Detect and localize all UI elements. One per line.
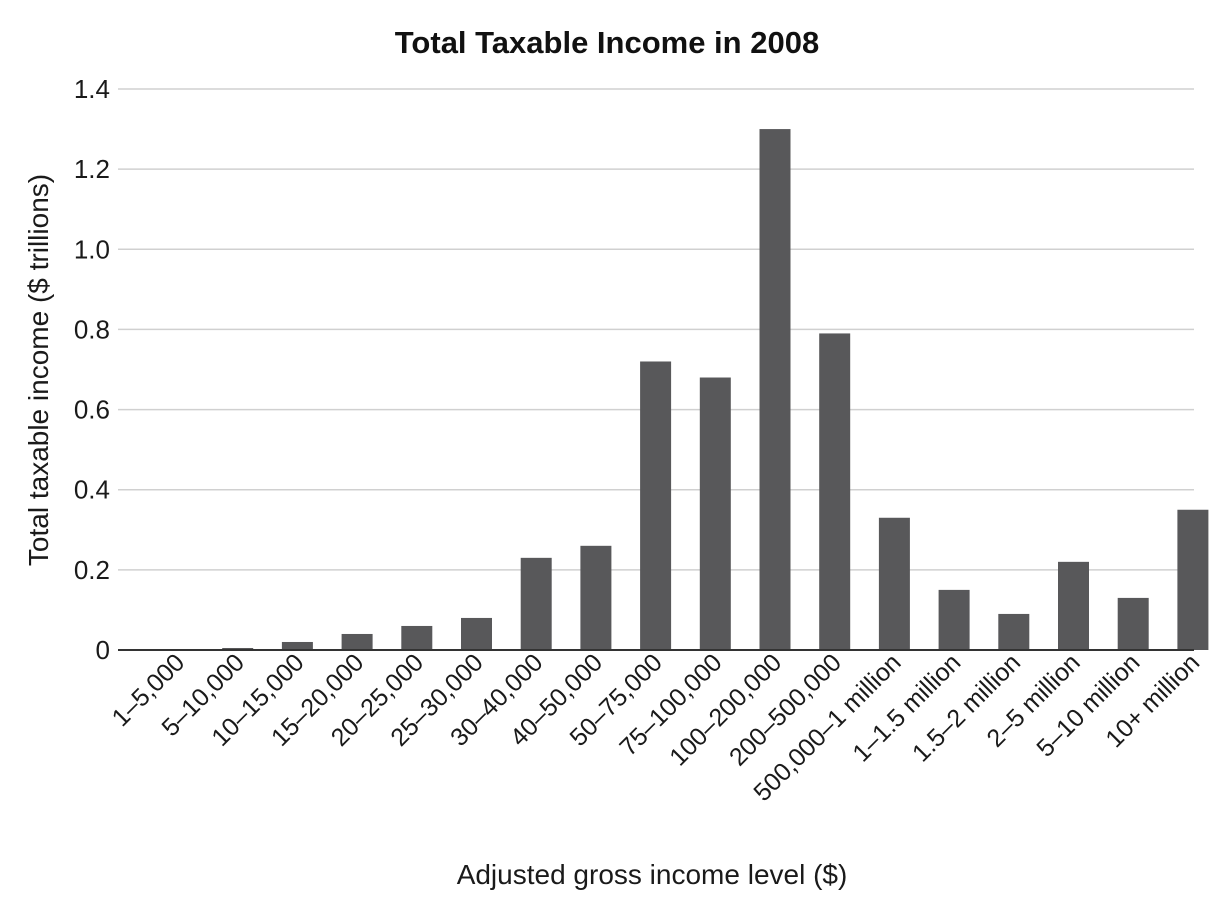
x-axis-label: Adjusted gross income level ($) xyxy=(457,859,848,890)
bar xyxy=(222,647,254,650)
bar xyxy=(640,361,672,650)
y-tick-label: 0.6 xyxy=(74,395,110,425)
y-tick-label: 0 xyxy=(96,635,110,665)
x-tick-labels: 1–5,0005–10,00010–15,00015–20,00020–25,0… xyxy=(107,648,1206,806)
y-tick-label: 0.2 xyxy=(74,555,110,585)
bar xyxy=(759,129,791,651)
y-tick-label: 1.2 xyxy=(74,154,110,184)
y-tick-label: 1.4 xyxy=(74,74,110,104)
bar xyxy=(281,641,313,650)
y-axis-label: Total taxable income ($ trillions) xyxy=(23,174,54,566)
bar xyxy=(1058,561,1089,650)
y-tick-label: 0.8 xyxy=(74,314,110,344)
bars xyxy=(222,129,1209,651)
y-tick-label: 0.4 xyxy=(74,475,110,505)
bar xyxy=(998,613,1030,650)
bar xyxy=(819,333,851,650)
bar xyxy=(699,377,731,650)
y-tick-label: 1.0 xyxy=(74,234,110,264)
bar xyxy=(1177,509,1209,650)
bar xyxy=(878,517,910,650)
chart-title: Total Taxable Income in 2008 xyxy=(395,25,819,60)
bar xyxy=(1117,597,1149,650)
bar xyxy=(520,557,552,650)
y-tick-labels: 0 0.2 0.4 0.6 0.8 1.0 1.2 1.4 xyxy=(74,74,110,665)
bar xyxy=(341,633,373,650)
bar xyxy=(580,545,612,650)
bar xyxy=(461,617,492,650)
bar xyxy=(401,625,433,650)
bar xyxy=(938,589,970,650)
